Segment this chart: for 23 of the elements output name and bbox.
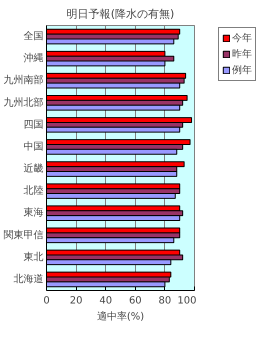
y-tick-label: 沖縄 <box>24 52 44 64</box>
y-tick-label: 東海 <box>24 206 44 219</box>
y-tick-label: 近畿 <box>24 162 44 175</box>
x-tick-label: 60 <box>128 296 142 306</box>
x-tick-label: 40 <box>99 296 112 306</box>
y-tick-label: 北陸 <box>24 184 44 197</box>
y-tick-label: 九州北部 <box>4 96 44 108</box>
y-tick-label: 九州南部 <box>4 74 44 86</box>
y-tick-label: 北海道 <box>14 272 44 285</box>
y-tick-label: 東北 <box>24 250 44 263</box>
x-tick-label: 0 <box>43 296 50 306</box>
y-tick-label: 四国 <box>24 119 44 130</box>
x-tick-label: 20 <box>70 296 82 306</box>
chart-title: 明日予報(降水の有無) <box>66 8 174 20</box>
legend-label: 昨年 <box>232 48 252 61</box>
y-tick-label: 関東甲信 <box>4 228 44 241</box>
x-tick-label: 100 <box>177 296 197 306</box>
x-tick-label: 80 <box>158 296 172 306</box>
legend-label: 今年 <box>232 32 252 45</box>
x-axis-title: 適中率(%) <box>96 310 144 322</box>
y-tick-label: 中国 <box>24 140 44 152</box>
y-tick-label: 全国 <box>24 30 44 42</box>
legend-label: 例年 <box>232 64 252 77</box>
